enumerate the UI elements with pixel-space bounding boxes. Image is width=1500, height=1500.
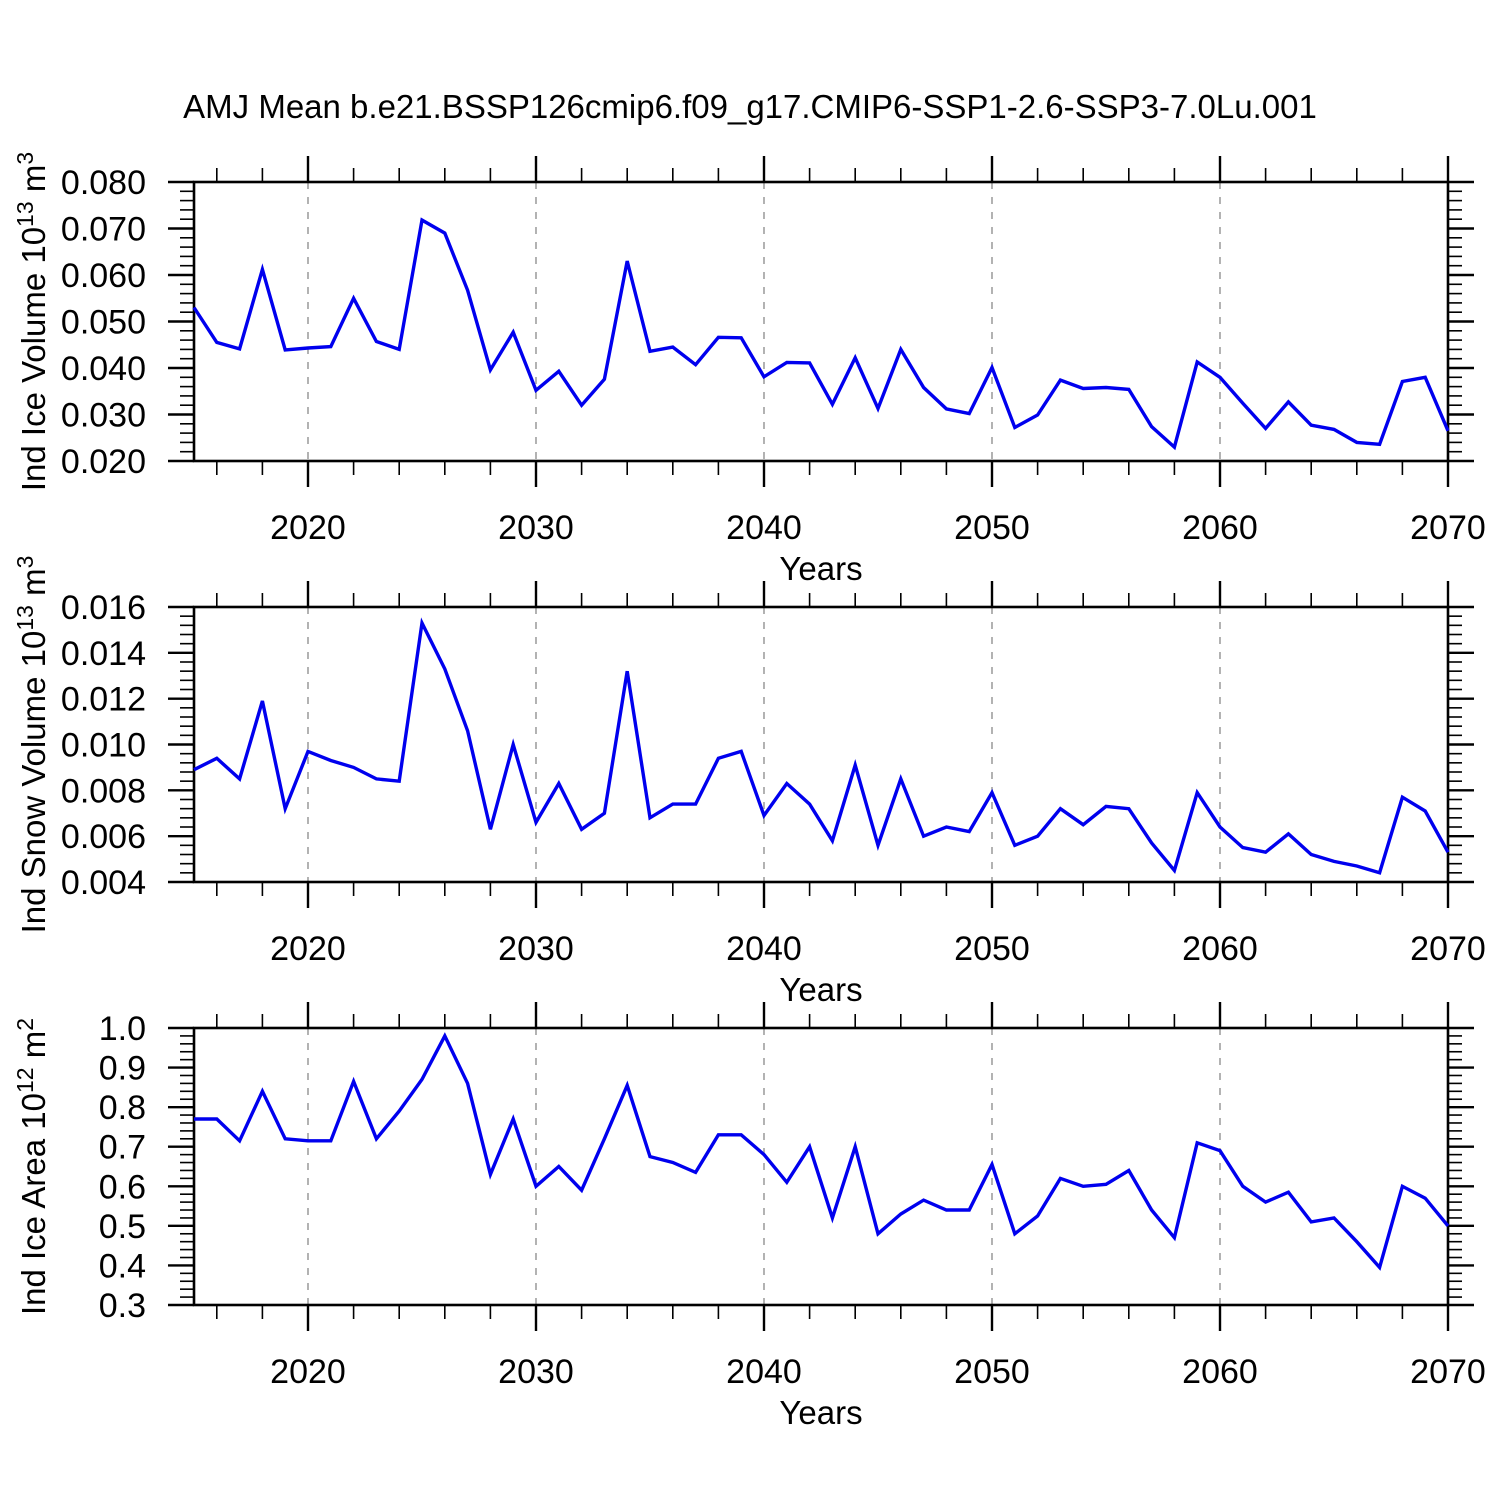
y-tick-label: 0.5 xyxy=(99,1208,146,1246)
panel-ind-ice-area: 2020 2030 2040 2050 2060 20700.30.40.50.60.70… xyxy=(12,1002,1486,1431)
panel-ind-ice-volume: 2020 2030 2040 2050 2060 2070 0.020 0.030 0.040 0… xyxy=(12,152,1486,587)
x-axis-title: Years xyxy=(779,550,862,587)
x-tick-label: 2070 xyxy=(1410,930,1486,968)
y-tick-label: 0.8 xyxy=(99,1089,146,1127)
x-tick-label: 2060 xyxy=(1182,509,1258,547)
x-tick-label: 2070 xyxy=(1410,509,1486,547)
x-axis-title: Years xyxy=(779,971,862,1008)
x-tick-label: 2040 xyxy=(726,509,802,547)
x-tick-label: 2070 xyxy=(1410,1353,1486,1391)
x-tick-label: 2040 xyxy=(726,1353,802,1391)
x-tick-label: 2020 xyxy=(270,509,346,547)
y-axis-title: Ind Ice Area 1012 m2 xyxy=(12,1018,52,1315)
y-tick-label: 0.050 xyxy=(61,304,146,342)
y-tick-label: 0.014 xyxy=(61,635,146,673)
y-tick-label: 0.6 xyxy=(99,1168,146,1206)
series-line-ind-ice-area xyxy=(194,1032,1450,1271)
y-tick-label: 0.080 xyxy=(61,164,146,202)
y-tick-label: 0.070 xyxy=(61,211,146,249)
y-tick-label: 0.012 xyxy=(61,681,146,719)
x-tick-label: 2030 xyxy=(498,930,574,968)
panels: 2020 2030 2040 2050 2060 2070 0.020 0.030 0.040 0… xyxy=(12,152,1486,1431)
y-tick-label: 0.060 xyxy=(61,257,146,295)
y-tick-label: 0.4 xyxy=(99,1247,146,1285)
chart-title: AMJ Mean b.e21.BSSP126cmip6.f09_g17.CMIP… xyxy=(183,88,1317,125)
axes-frame xyxy=(192,180,1450,463)
y-tick-label: 0.3 xyxy=(99,1287,146,1325)
y-tick-label: 1.0 xyxy=(99,1010,146,1048)
y-tick-label: 0.008 xyxy=(61,772,146,810)
x-tick-label: 2040 xyxy=(726,930,802,968)
x-tick-label: 2020 xyxy=(270,930,346,968)
y-tick-label: 0.9 xyxy=(99,1050,146,1088)
y-tick-label: 0.040 xyxy=(61,350,146,388)
y-tick-label: 0.010 xyxy=(61,727,146,765)
x-tick-label: 2060 xyxy=(1182,930,1258,968)
x-tick-label: 2020 xyxy=(270,1353,346,1391)
x-tick-label: 2030 xyxy=(498,1353,574,1391)
x-tick-label: 2030 xyxy=(498,509,574,547)
x-tick-label: 2050 xyxy=(954,930,1030,968)
axes-frame xyxy=(192,1026,1450,1307)
axes-frame xyxy=(192,605,1450,884)
x-axis-title: Years xyxy=(779,1394,862,1431)
series-line-ind-ice-volume xyxy=(192,217,1450,451)
y-tick-label: 0.006 xyxy=(61,818,146,856)
y-tick-label: 0.004 xyxy=(61,864,146,902)
y-axis-title: Ind Ice Volume 1013 m3 xyxy=(12,152,52,491)
y-tick-label: 0.016 xyxy=(61,589,146,627)
x-tick-label: 2050 xyxy=(954,1353,1030,1391)
y-axis-title: Ind Snow Volume 1013 m3 xyxy=(12,556,52,934)
series-line-ind-snow-volume xyxy=(193,617,1450,875)
panel-ind-snow-volume: 2020 2030 2040 2050 2060 2070 0.004 0.006 0.008 0… xyxy=(12,556,1486,1008)
y-tick-label: 0.7 xyxy=(99,1129,146,1167)
x-tick-label: 2050 xyxy=(954,509,1030,547)
x-tick-label: 2060 xyxy=(1182,1353,1258,1391)
y-tick-label: 0.030 xyxy=(61,397,146,435)
y-tick-label: 0.020 xyxy=(61,443,146,481)
